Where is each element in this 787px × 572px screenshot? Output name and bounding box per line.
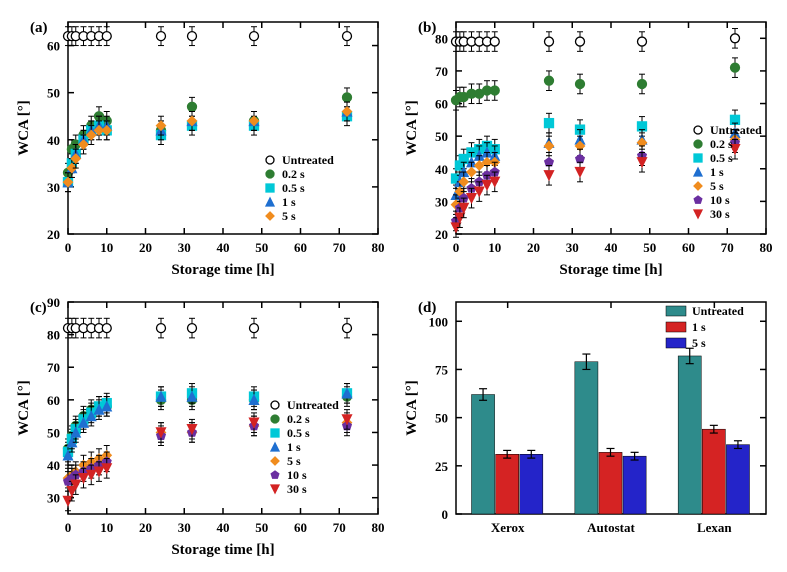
- svg-text:90: 90: [47, 295, 60, 310]
- svg-text:75: 75: [435, 362, 449, 377]
- svg-text:50: 50: [255, 520, 268, 535]
- svg-text:1 s: 1 s: [692, 320, 706, 334]
- svg-text:30: 30: [178, 520, 191, 535]
- svg-text:80: 80: [372, 240, 385, 255]
- svg-text:WCA [°]: WCA [°]: [16, 100, 32, 156]
- svg-text:0.5 s: 0.5 s: [710, 151, 733, 165]
- panel-c: 0 10 20 30 40 50 60 70 80 30 40 50 60 70 80 90 Storage t…: [10, 290, 390, 562]
- svg-text:WCA [°]: WCA [°]: [16, 380, 32, 436]
- svg-text:30 s: 30 s: [287, 482, 307, 496]
- svg-text:40: 40: [217, 240, 230, 255]
- svg-text:Untreated: Untreated: [710, 123, 762, 137]
- svg-text:50: 50: [435, 411, 448, 426]
- svg-text:10: 10: [100, 520, 113, 535]
- svg-text:20: 20: [435, 227, 448, 242]
- svg-text:40: 40: [47, 458, 60, 473]
- svg-text:Untreated: Untreated: [287, 398, 339, 412]
- svg-text:70: 70: [333, 240, 346, 255]
- svg-text:Lexan: Lexan: [697, 520, 732, 535]
- svg-text:Autostat: Autostat: [587, 520, 635, 535]
- svg-text:(c): (c): [30, 300, 47, 316]
- svg-text:60: 60: [47, 39, 60, 54]
- svg-text:0.2 s: 0.2 s: [710, 137, 733, 151]
- svg-text:(d): (d): [418, 300, 436, 316]
- svg-text:100: 100: [429, 314, 449, 329]
- svg-text:1 s: 1 s: [282, 195, 296, 209]
- svg-text:1 s: 1 s: [287, 440, 301, 454]
- svg-text:5 s: 5 s: [287, 454, 301, 468]
- svg-text:0: 0: [442, 507, 449, 522]
- svg-text:0: 0: [453, 240, 460, 255]
- svg-text:80: 80: [760, 240, 773, 255]
- svg-text:0: 0: [65, 520, 72, 535]
- svg-text:30 s: 30 s: [710, 207, 730, 221]
- svg-text:30: 30: [566, 240, 579, 255]
- svg-text:(a): (a): [30, 20, 48, 36]
- svg-text:0.2 s: 0.2 s: [287, 412, 310, 426]
- svg-text:30: 30: [47, 491, 60, 506]
- svg-text:30: 30: [435, 194, 448, 209]
- panel-d: 0 25 50 75 100 Xerox Autostat Lexan WCA [°] (d) Un…: [398, 290, 778, 562]
- svg-text:60: 60: [682, 240, 695, 255]
- svg-text:25: 25: [435, 459, 449, 474]
- svg-text:20: 20: [527, 240, 540, 255]
- svg-text:60: 60: [47, 393, 60, 408]
- svg-text:5 s: 5 s: [282, 209, 296, 223]
- svg-text:20: 20: [47, 227, 60, 242]
- svg-text:20: 20: [139, 240, 152, 255]
- svg-text:60: 60: [294, 240, 307, 255]
- svg-text:50: 50: [435, 129, 448, 144]
- svg-text:Storage time [h]: Storage time [h]: [171, 542, 274, 558]
- svg-text:Untreated: Untreated: [282, 153, 334, 167]
- svg-text:80: 80: [47, 328, 60, 343]
- svg-text:(b): (b): [418, 20, 436, 36]
- svg-text:WCA [°]: WCA [°]: [404, 100, 420, 156]
- svg-text:70: 70: [721, 240, 734, 255]
- svg-text:0.2 s: 0.2 s: [282, 167, 305, 181]
- svg-text:Storage time [h]: Storage time [h]: [171, 262, 274, 278]
- svg-text:70: 70: [47, 360, 60, 375]
- svg-text:0.5 s: 0.5 s: [287, 426, 310, 440]
- svg-text:40: 40: [47, 133, 60, 148]
- svg-text:60: 60: [294, 520, 307, 535]
- svg-text:50: 50: [643, 240, 656, 255]
- panel-b: 0 10 20 30 40 50 60 70 80 20 30 40 50 60 70 80 Storage t…: [398, 10, 778, 282]
- svg-text:70: 70: [435, 64, 448, 79]
- svg-text:Xerox: Xerox: [491, 520, 525, 535]
- svg-text:0: 0: [65, 240, 72, 255]
- svg-text:5 s: 5 s: [692, 336, 706, 350]
- svg-text:20: 20: [139, 520, 152, 535]
- svg-text:5 s: 5 s: [710, 179, 724, 193]
- svg-text:40: 40: [435, 162, 448, 177]
- svg-text:WCA [°]: WCA [°]: [404, 380, 420, 436]
- svg-text:80: 80: [372, 520, 385, 535]
- figure-grid: 0 10 20 30 40 50 60 70 80 20 30 40 50 60 Storage time …: [10, 10, 777, 562]
- svg-text:10 s: 10 s: [287, 468, 307, 482]
- svg-text:70: 70: [333, 520, 346, 535]
- svg-text:Storage time [h]: Storage time [h]: [559, 262, 662, 278]
- svg-text:80: 80: [435, 31, 448, 46]
- svg-text:Untreated: Untreated: [692, 304, 744, 318]
- svg-text:50: 50: [255, 240, 268, 255]
- svg-text:40: 40: [217, 520, 230, 535]
- svg-text:0.5 s: 0.5 s: [282, 181, 305, 195]
- svg-text:50: 50: [47, 86, 60, 101]
- svg-text:60: 60: [435, 97, 448, 112]
- panel-a: 0 10 20 30 40 50 60 70 80 20 30 40 50 60 Storage time …: [10, 10, 390, 282]
- svg-text:10 s: 10 s: [710, 193, 730, 207]
- svg-text:10: 10: [488, 240, 501, 255]
- svg-text:10: 10: [100, 240, 113, 255]
- svg-text:30: 30: [178, 240, 191, 255]
- svg-text:40: 40: [605, 240, 618, 255]
- svg-text:50: 50: [47, 425, 60, 440]
- svg-text:1 s: 1 s: [710, 165, 724, 179]
- svg-text:30: 30: [47, 180, 60, 195]
